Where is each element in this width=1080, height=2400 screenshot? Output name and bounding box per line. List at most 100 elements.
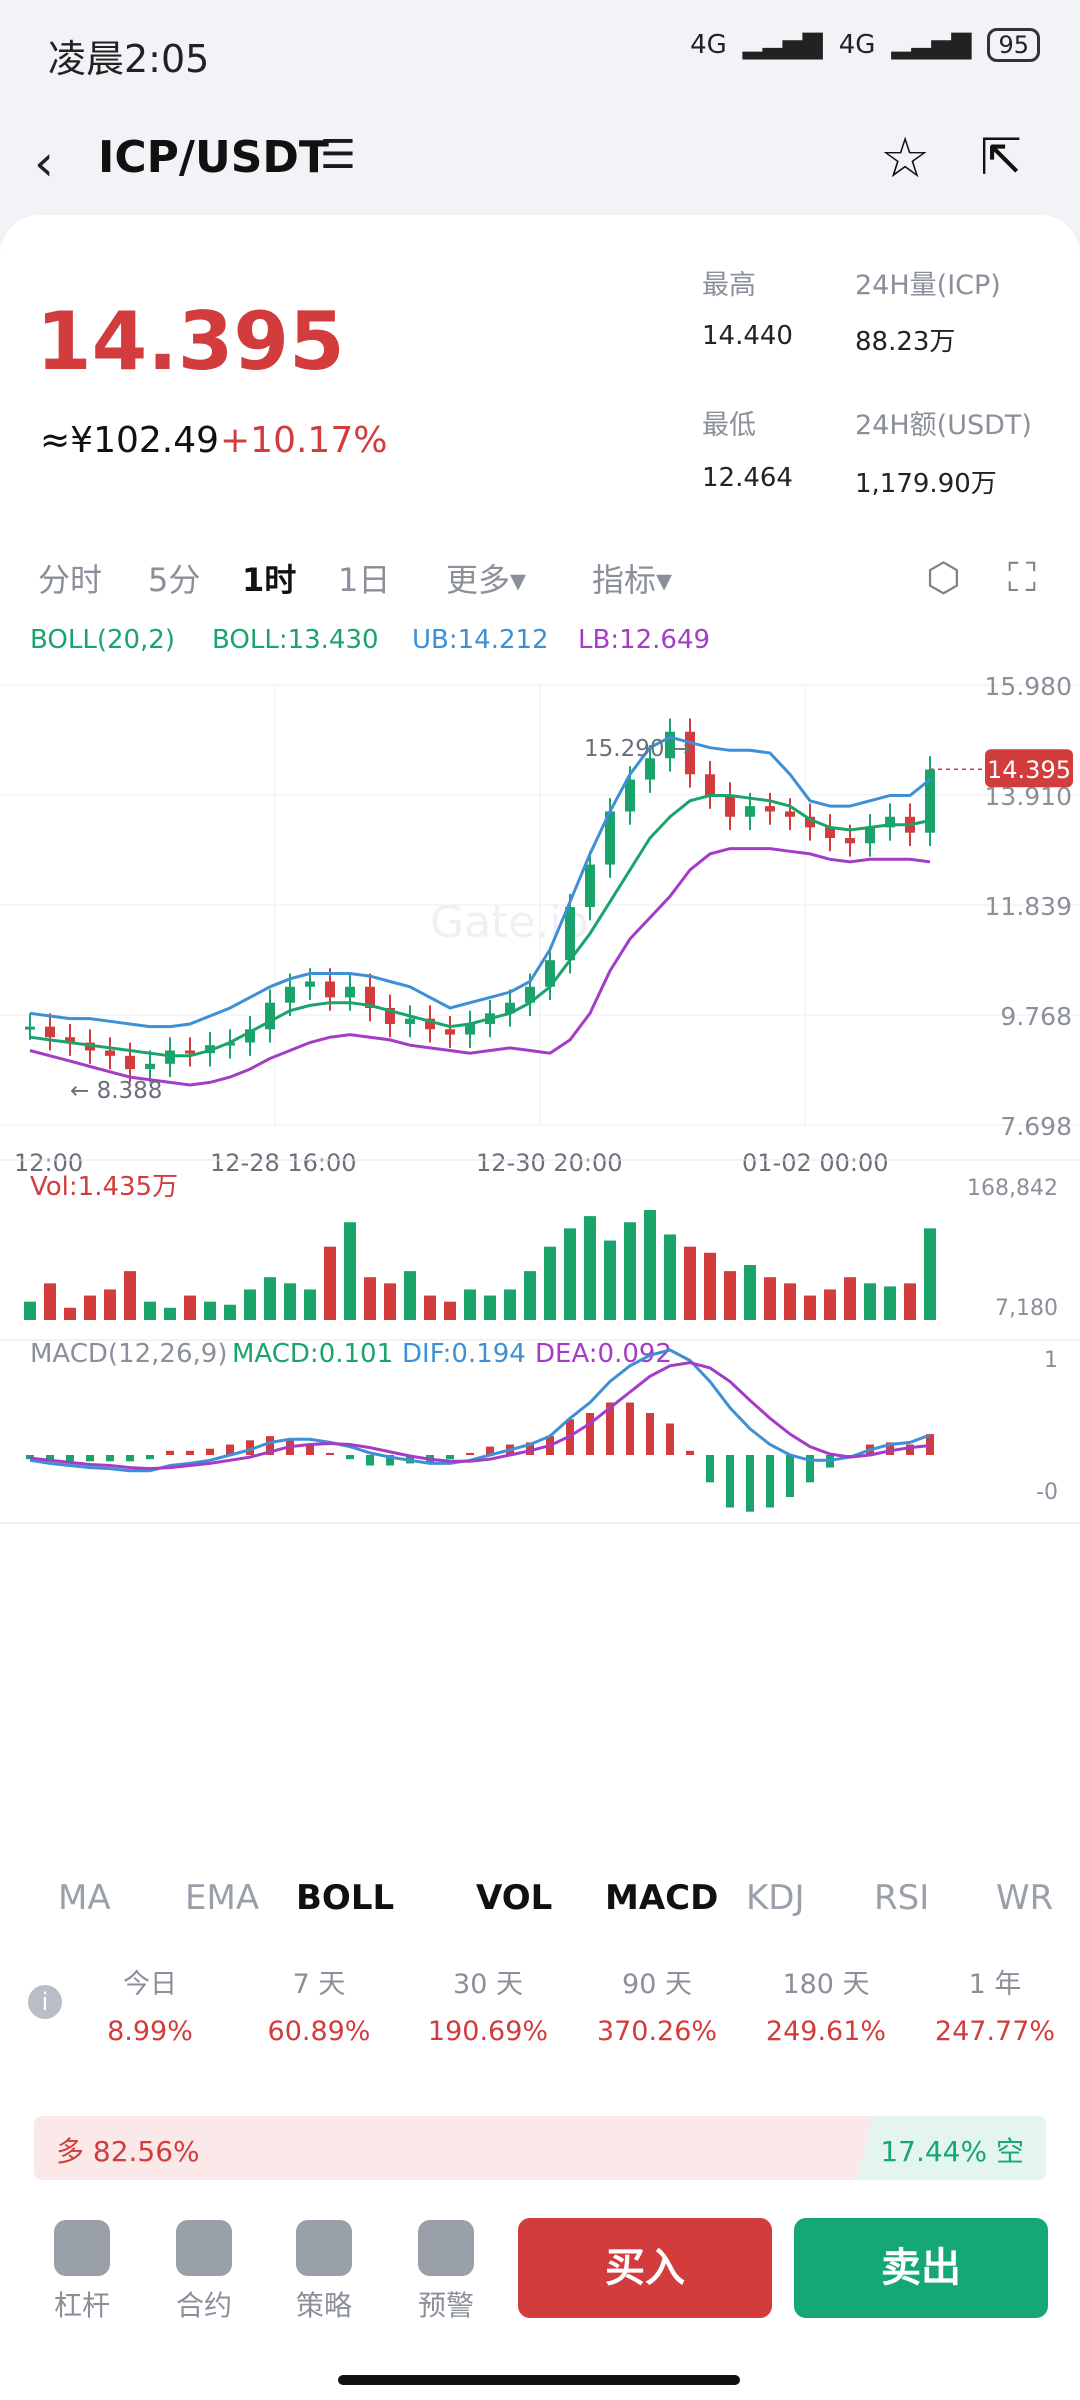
macd-top-label: 1 (1044, 1348, 1058, 1373)
candle-body (705, 774, 715, 796)
tab-vol[interactable]: VOL (476, 1878, 553, 1918)
y-tick-label: 11.839 (985, 892, 1072, 921)
min-price-marker: ← 8.388 (70, 1078, 162, 1104)
candle-body (645, 758, 655, 780)
macd-histogram-bar (186, 1450, 194, 1455)
strategy-button[interactable]: 策略 (284, 2220, 364, 2324)
boll-ub: UB:14.212 (412, 625, 549, 655)
alert-button[interactable]: 预警 (406, 2220, 486, 2324)
buy-button[interactable]: 买入 (518, 2218, 772, 2318)
dif-value: DIF:0.194 (402, 1339, 526, 1369)
volume-bar (364, 1277, 376, 1320)
share-icon[interactable]: ⇱ (980, 128, 1022, 186)
sentiment-short: 17.44% 空 (880, 2135, 1024, 2168)
tab-rsi[interactable]: RSI (874, 1878, 930, 1918)
tab-wr[interactable]: WR (996, 1878, 1054, 1918)
macd-histogram-bar (386, 1455, 394, 1466)
macd-histogram-bar (526, 1442, 534, 1455)
tab-kdj[interactable]: KDJ (746, 1878, 805, 1918)
back-icon[interactable]: ‹ (34, 134, 54, 192)
volume-bar (244, 1289, 256, 1320)
volume-bar (384, 1283, 396, 1320)
tab-macd[interactable]: MACD (605, 1878, 719, 1918)
macd-histogram-bar (46, 1455, 54, 1462)
strategy-icon (296, 2220, 352, 2276)
volume-bar (104, 1289, 116, 1320)
tab-1h[interactable]: 1时 (242, 561, 297, 599)
leverage-button[interactable]: 杠杆 (42, 2220, 122, 2324)
settings-icon[interactable]: ⬡ (926, 555, 961, 601)
perf-value: 8.99% (107, 2016, 193, 2047)
vol24-label: 24H量(ICP) (855, 270, 1001, 301)
perf-label: 7 天 (292, 1969, 346, 2000)
candle-body (845, 838, 855, 844)
boll-lb: LB:12.649 (578, 625, 711, 655)
perf-value: 60.89% (267, 2016, 371, 2047)
macd-histogram-bar (706, 1455, 714, 1483)
contract-button[interactable]: 合约 (164, 2220, 244, 2324)
pair-title[interactable]: ICP/USDT (98, 132, 329, 183)
volume-bar (844, 1277, 856, 1320)
macd-histogram-bar (626, 1402, 634, 1455)
candle-body (545, 960, 555, 987)
volume-bar (564, 1228, 576, 1320)
network-4g-2: 4G (838, 30, 876, 60)
max-price-marker: 15.290 → (584, 736, 691, 762)
macd-histogram-bar (206, 1448, 214, 1455)
volume-bar (524, 1271, 536, 1320)
volume-bar (204, 1301, 216, 1320)
candle-body (565, 907, 575, 961)
perf-value: 190.69% (427, 2016, 549, 2047)
volume-bar (884, 1286, 896, 1320)
volume-bar (804, 1295, 816, 1320)
tab-indicator[interactable]: 指标▾ (592, 561, 673, 599)
high-value: 14.440 (702, 321, 793, 351)
sell-button[interactable]: 卖出 (794, 2218, 1048, 2318)
info-icon[interactable]: i (28, 1985, 62, 2019)
fullscreen-icon[interactable]: ⛶ (1008, 555, 1036, 601)
macd-histogram-bar (486, 1446, 494, 1455)
sentiment-short-fill (857, 2116, 1046, 2180)
tab-boll[interactable]: BOLL (296, 1878, 395, 1918)
tab-5m[interactable]: 5分 (148, 561, 201, 599)
sentiment-long: 多 82.56% (56, 2135, 200, 2168)
macd-histogram-bar (886, 1442, 894, 1455)
last-price-tag (985, 749, 1073, 788)
dea-line (29, 1361, 931, 1471)
battery-icon: 95 (987, 28, 1040, 62)
volume-bar (84, 1295, 96, 1320)
volume-bar (784, 1283, 796, 1320)
tab-ma[interactable]: MA (58, 1878, 111, 1918)
macd-histogram-bar (906, 1444, 914, 1455)
candle-body (765, 806, 775, 812)
alert-icon (418, 2220, 474, 2276)
tab-ema[interactable]: EMA (185, 1878, 260, 1918)
candle-body (585, 864, 595, 908)
volume-bar (344, 1222, 356, 1320)
menu-lines-icon[interactable]: ☰ (320, 132, 356, 178)
candle-body (65, 1037, 75, 1043)
candle-body (865, 827, 875, 844)
nav-bar: ‹ ICP/USDT ☰ ☆ ⇱ (0, 110, 1080, 210)
volume-bar (464, 1289, 476, 1320)
candle-body (125, 1055, 135, 1070)
x-tick-label: 01-02 00:00 (742, 1149, 889, 1177)
vol24-value: 88.23万 (855, 327, 956, 357)
alert-label: 预警 (417, 2289, 474, 2322)
sentiment-bar: 多 82.56% 17.44% 空 (34, 2116, 1046, 2180)
macd-histogram-bar (726, 1455, 734, 1508)
boll-lb-line (29, 847, 931, 1087)
tab-more[interactable]: 更多▾ (446, 561, 527, 599)
candle-body (325, 981, 335, 998)
contract-label: 合约 (175, 2289, 232, 2322)
last-price: 14.395 (36, 295, 345, 388)
tab-1d[interactable]: 1日 (338, 561, 391, 599)
macd-histogram-bar (26, 1455, 34, 1460)
signal-icon: ▂▃▅▇ (891, 30, 972, 60)
tab-fenshi[interactable]: 分时 (38, 561, 103, 599)
candle-body (145, 1063, 155, 1070)
market-panel: 14.395 ≈¥102.49 +10.17% 最高 14.440 24H量(I… (0, 215, 1080, 2180)
volume-bar (44, 1283, 56, 1320)
star-icon[interactable]: ☆ (880, 126, 931, 191)
